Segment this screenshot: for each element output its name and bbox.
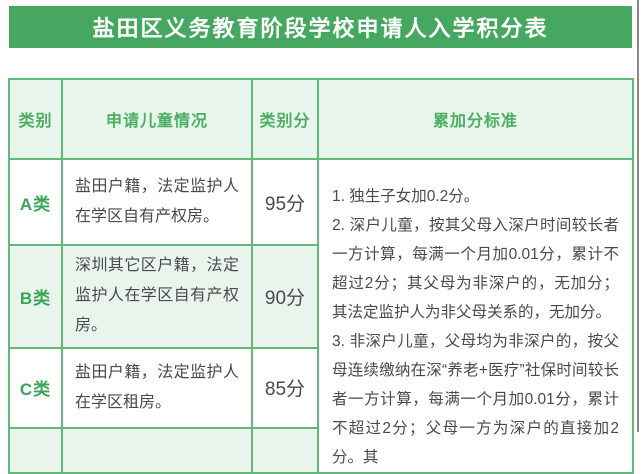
category-cell-b: B类 <box>8 244 63 349</box>
situation-text: 深圳其它区户籍，法定监护人在学区自有产权房。 <box>75 257 239 335</box>
scrollbar[interactable] <box>637 0 639 432</box>
table-row: C类 盐田户籍，法定监护人在学区租房。 85分 <box>8 346 633 429</box>
situation-cell-d <box>61 426 253 474</box>
page-title: 盐田区义务教育阶段学校申请人入学积分表 <box>92 16 549 41</box>
bonus-item-1: 1. 独生子女加0.2分。 <box>332 188 480 205</box>
col-header-category: 类别 <box>8 78 63 160</box>
category-cell-d <box>8 426 63 474</box>
category-cell-a: A类 <box>8 157 63 247</box>
table-row: B类 深圳其它区户籍，法定监护人在学区自有产权房。 90分 <box>8 244 633 349</box>
score-cell-d <box>251 426 319 474</box>
bonus-standard-cell: 1. 独生子女加0.2分。 2. 深户儿童，按其父母入深户时间较长者一方计算，每… <box>317 158 634 474</box>
category-cell-c: C类 <box>8 346 63 429</box>
points-table-container: 类别 申请儿童情况 类别分 累加分标准 A类 盐田户籍，法定监护人在学区自有产权… <box>8 78 634 474</box>
situation-cell-c: 盐田户籍，法定监护人在学区租房。 <box>61 346 253 429</box>
situation-text: 盐田户籍，法定监护人在学区自有产权房。 <box>75 178 239 226</box>
points-table: 类别 申请儿童情况 类别分 累加分标准 A类 盐田户籍，法定监护人在学区自有产权… <box>8 78 634 474</box>
situation-text: 盐田户籍，法定监护人在学区租房。 <box>75 363 239 411</box>
situation-cell-b: 深圳其它区户籍，法定监护人在学区自有产权房。 <box>61 244 253 349</box>
score-cell-c: 85分 <box>251 346 319 429</box>
table-row: A类 盐田户籍，法定监护人在学区自有产权房。 95分 1. 独生子女加0.2分。… <box>8 157 634 474</box>
col-header-bonus-standard: 累加分标准 <box>317 78 634 160</box>
score-cell-a: 95分 <box>251 157 319 247</box>
table-header-row: 类别 申请儿童情况 类别分 累加分标准 <box>8 78 634 160</box>
col-header-child-situation: 申请儿童情况 <box>61 78 253 160</box>
situation-cell-a: 盐田户籍，法定监护人在学区自有产权房。 <box>61 157 253 247</box>
title-banner: 盐田区义务教育阶段学校申请人入学积分表 <box>9 6 632 48</box>
col-header-category-score: 类别分 <box>251 78 319 160</box>
bonus-standard-text: 1. 独生子女加0.2分。 2. 深户儿童，按其父母入深户时间较长者一方计算，每… <box>319 160 632 472</box>
score-cell-b: 90分 <box>251 244 319 349</box>
bonus-item-3: 3. 非深户儿童，父母均为非深户的，按父母连续缴纳在深“养老+医疗”社保时间较长… <box>332 333 619 466</box>
bonus-item-2: 2. 深户儿童，按其父母入深户时间较长者一方计算，每满一个月加0.01分，累计不… <box>332 217 619 321</box>
